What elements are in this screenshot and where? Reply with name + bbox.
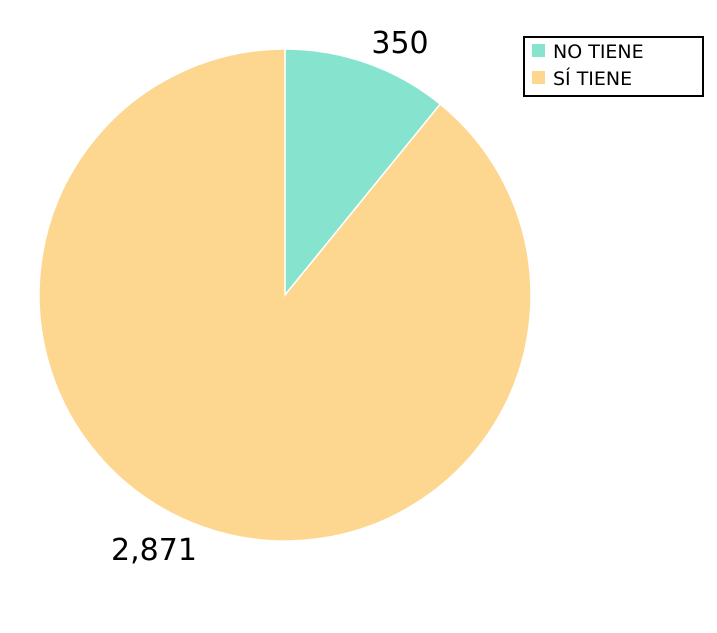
slice-si-tiene	[38, 48, 532, 542]
legend-label-no-tiene: NO TIENE	[553, 41, 644, 63]
legend-box	[523, 36, 704, 97]
slice-label-no-tiene: 350	[371, 26, 428, 61]
legend-swatch-si-tiene	[532, 71, 545, 84]
slice-labels: 350 2,871	[111, 26, 429, 568]
legend-label-si-tiene: SÍ TIENE	[553, 67, 632, 90]
legend-swatch-no-tiene	[532, 44, 545, 57]
slice-no-tiene	[284, 48, 442, 298]
slice-label-si-tiene: 2,871	[111, 533, 197, 568]
legend: NO TIENE SÍ TIENE	[523, 36, 704, 97]
pie-slices	[38, 48, 532, 542]
